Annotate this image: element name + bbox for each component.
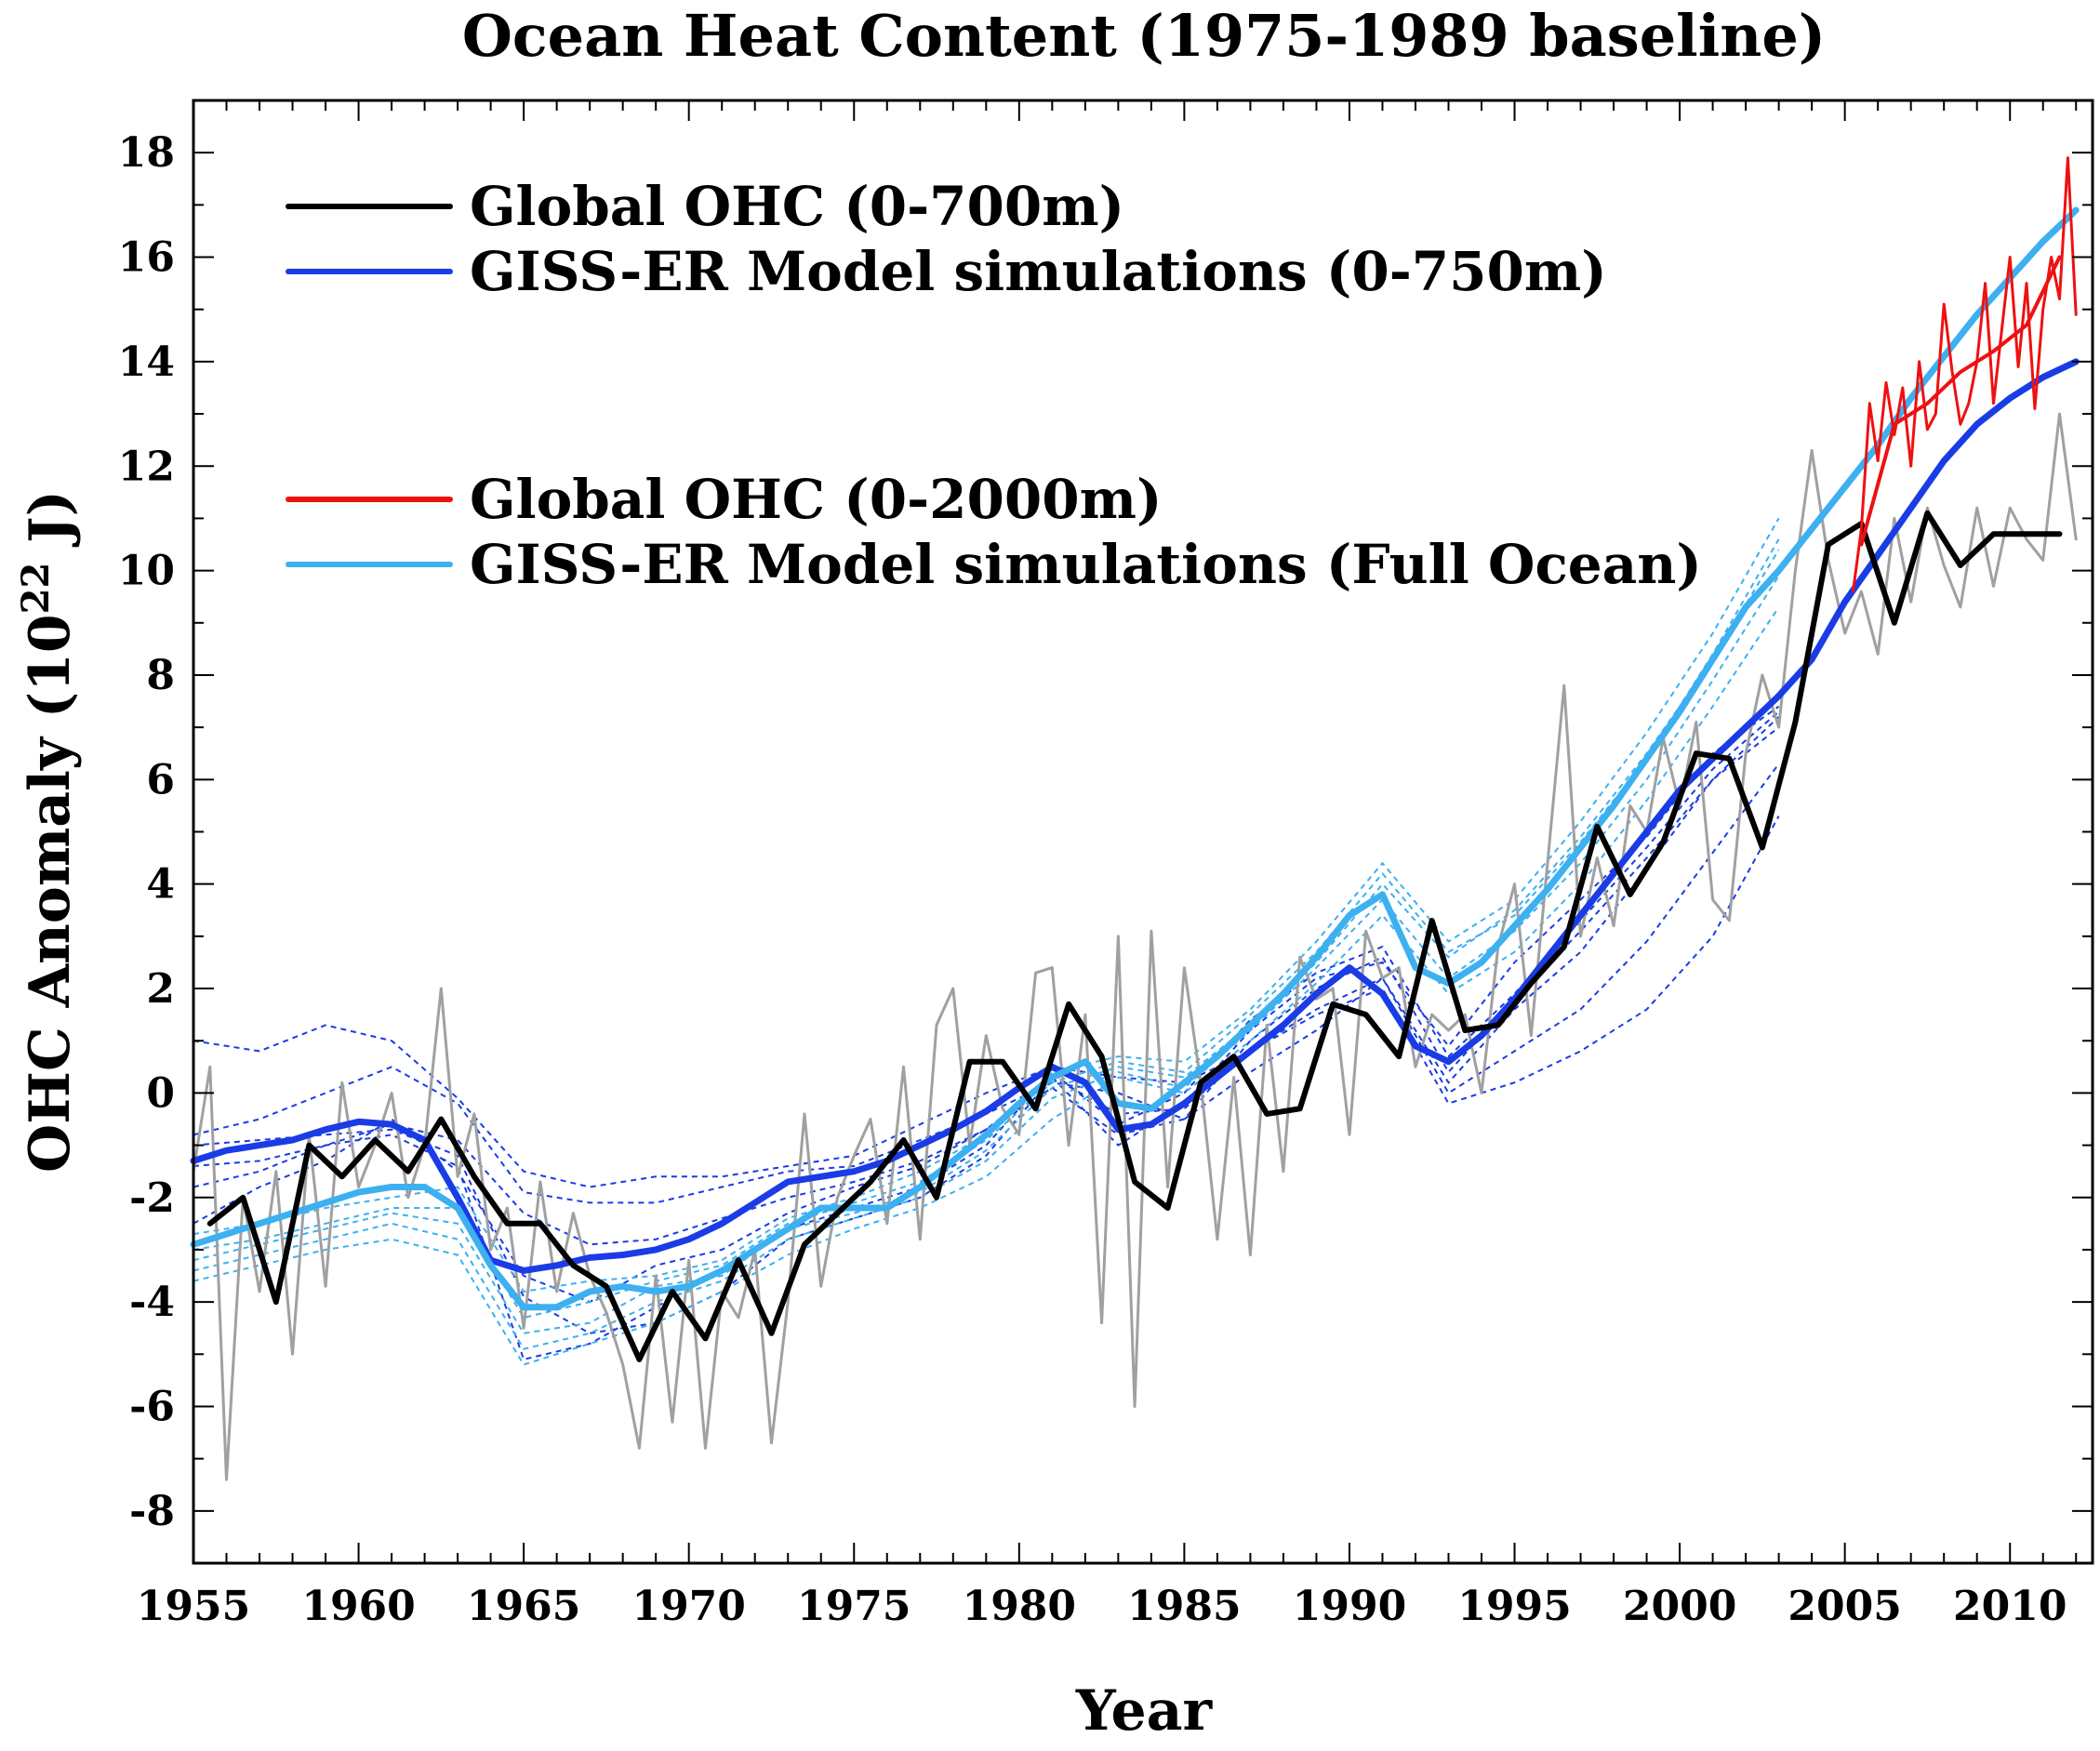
x-tick-label: 1955 xyxy=(137,1583,250,1630)
y-tick-label: 0 xyxy=(146,1069,175,1117)
x-tick-label: 1975 xyxy=(797,1583,910,1630)
legend-label-3: GISS-ER Model simulations (Full Ocean) xyxy=(470,533,1702,596)
plot-area xyxy=(190,156,2080,1481)
series-line-5-annual xyxy=(1859,255,2062,547)
y-axis-label-exponent: 22 xyxy=(14,563,58,615)
legend-label-2: Global OHC (0-2000m) xyxy=(470,468,1162,531)
ensemble-0-750m-member-4 xyxy=(193,726,1780,1334)
ensemble-full-ocean-member-0 xyxy=(193,606,1780,1366)
ensemble-0-750m-member-3 xyxy=(193,705,1780,1304)
ensemble-full-ocean-member-1 xyxy=(193,549,1780,1334)
legend-label-1: GISS-ER Model simulations (0-750m) xyxy=(470,240,1607,303)
x-tick-label: 2010 xyxy=(1953,1583,2067,1630)
y-tick-label: 10 xyxy=(118,548,175,595)
series-line-2-ensemble-mean xyxy=(190,358,2080,1274)
y-axis-label-main: OHC Anomaly (10 xyxy=(18,614,83,1173)
y-tick-label: 14 xyxy=(118,338,175,386)
series-line-1-seasonal xyxy=(192,412,2078,1481)
chart-title: Ocean Heat Content (1975-1989 baseline) xyxy=(462,2,1826,70)
ensemble-full-ocean-member-4 xyxy=(193,575,1780,1350)
y-tick-label: -6 xyxy=(129,1383,175,1430)
y-tick-label: -8 xyxy=(129,1488,175,1535)
y-tick-label: 16 xyxy=(118,234,175,282)
series-line-3-ensemble-mean xyxy=(190,206,2080,1311)
ensemble-full-ocean-member-2 xyxy=(193,517,1780,1293)
axis-ticks: 1955 1960 1965 1970 1975 1980 1985 1990 1995 2000… xyxy=(118,99,2093,1630)
x-tick-label: 1985 xyxy=(1127,1583,1241,1630)
y-tick-label: -2 xyxy=(129,1174,175,1222)
series-line-4-quarterly xyxy=(1852,156,2078,593)
y-tick-label: 6 xyxy=(146,756,175,803)
x-tick-label: 2000 xyxy=(1623,1583,1736,1630)
y-tick-label: 18 xyxy=(118,129,175,177)
x-tick-label: 1965 xyxy=(467,1583,580,1630)
y-tick-label: 12 xyxy=(118,443,175,490)
legend: Global OHC (0-700m)GISS-ER Model simulat… xyxy=(286,175,1702,596)
legend-label-0: Global OHC (0-700m) xyxy=(470,175,1124,238)
x-tick-label: 1960 xyxy=(301,1583,415,1630)
ensemble-0-750m-member-0 xyxy=(193,816,1780,1188)
y-tick-label: -4 xyxy=(129,1279,175,1326)
plot-frame xyxy=(192,99,2094,1565)
y-tick-label: 4 xyxy=(146,861,175,909)
y-axis-label: OHC Anomaly (1022 J) xyxy=(14,490,83,1173)
y-tick-label: 8 xyxy=(146,652,175,699)
x-tick-label: 1980 xyxy=(963,1583,1076,1630)
ensemble-0-750m-member-2 xyxy=(193,716,1780,1246)
x-tick-label: 1990 xyxy=(1293,1583,1406,1630)
series-line-0-annual xyxy=(206,510,2063,1362)
x-tick-label: 2005 xyxy=(1788,1583,1901,1630)
y-tick-label: 2 xyxy=(146,965,175,1013)
y-axis-label-unit: J) xyxy=(18,490,83,563)
x-tick-label: 1970 xyxy=(631,1583,745,1630)
x-axis-label: Year xyxy=(1075,1678,1214,1744)
x-tick-label: 1995 xyxy=(1457,1583,1571,1630)
